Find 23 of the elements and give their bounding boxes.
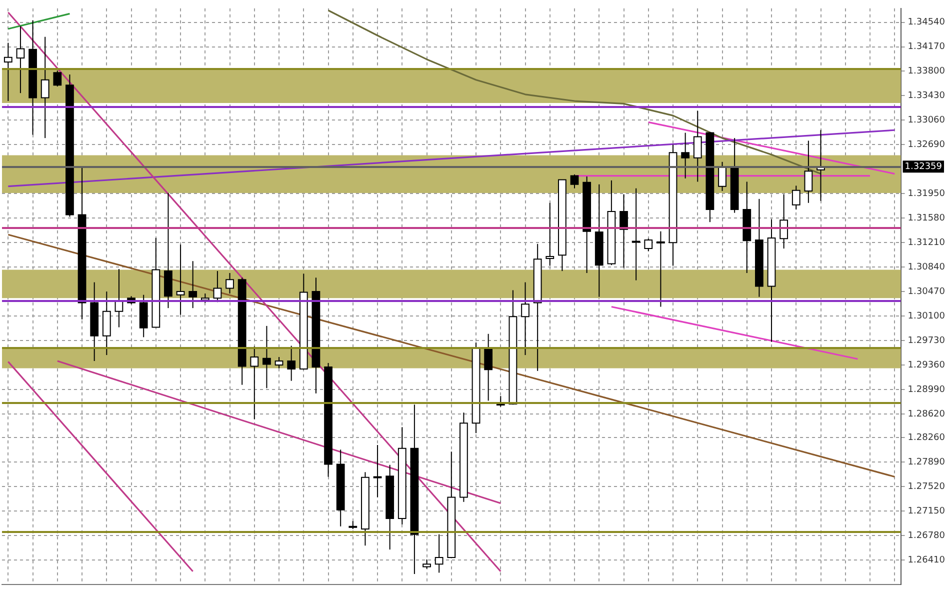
y-tick-label: 1.34540	[908, 18, 946, 28]
y-tick-label: 1.31950	[908, 188, 946, 199]
y-tick-label: 1.27520	[908, 482, 946, 492]
y-tick-label: 1.26410	[908, 555, 946, 566]
y-tick-label: 1.28260	[908, 433, 946, 444]
y-tick-label: 1.26780	[908, 530, 946, 541]
y-tick-label: 1.33800	[908, 66, 946, 77]
y-tick-label: 1.29730	[908, 336, 946, 346]
y-tick-label: 1.27150	[908, 506, 946, 517]
y-tick-label: 1.28620	[908, 409, 946, 420]
y-tick-label: 1.33060	[908, 116, 946, 126]
y-tick-label: 1.30470	[908, 286, 946, 297]
y-tick-label: 1.32690	[908, 140, 946, 150]
y-tick-label: 1.30840	[908, 262, 946, 272]
ref-line-label: 1.32359	[904, 162, 942, 172]
y-tick-label: 1.33430	[908, 91, 946, 102]
y-tick-label: 1.29360	[908, 360, 946, 370]
y-tick-label: 1.27890	[908, 458, 946, 468]
y-tick-label: 1.30100	[908, 311, 946, 322]
y-tick-label: 1.34170	[908, 42, 946, 52]
y-tick-label: 1.31580	[908, 213, 946, 224]
y-tick-label: 1.31210	[908, 238, 946, 248]
y-tick-label: 1.28990	[908, 384, 946, 395]
